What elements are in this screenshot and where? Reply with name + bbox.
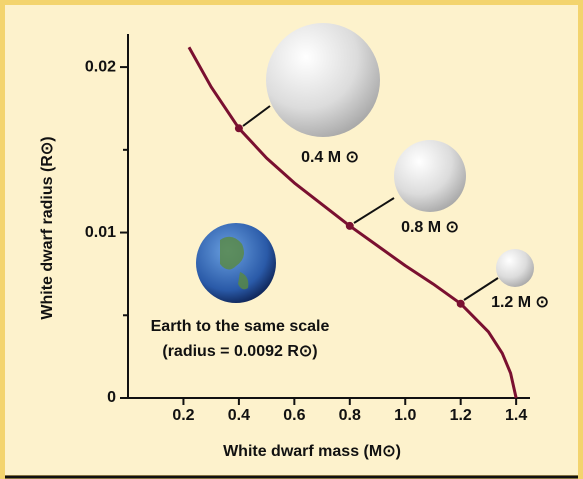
y-tick-label: 0 (107, 389, 116, 406)
point (235, 124, 243, 132)
x-axis-label: White dwarf mass (M⊙) (223, 443, 401, 460)
x-tick-label: 0.2 (172, 407, 194, 424)
chart: White dwarf mass (M⊙) White dwarf radius… (0, 0, 583, 479)
point-label: 0.8 M ⊙ (401, 219, 459, 236)
sphere-08 (394, 140, 466, 212)
sphere-12 (496, 249, 534, 287)
sphere-04 (266, 23, 380, 137)
y-tick-label: 0.01 (85, 224, 116, 241)
x-tick-label: 1.4 (505, 407, 527, 424)
x-tick-label: 0.8 (339, 407, 361, 424)
point-label: 1.2 M ⊙ (491, 294, 549, 311)
x-tick-label: 0.6 (283, 407, 305, 424)
x-tick-label: 0.4 (228, 407, 250, 424)
annotation: (radius = 0.0092 R⊙) (162, 343, 317, 360)
point (457, 300, 465, 308)
point-label: 0.4 M ⊙ (301, 149, 359, 166)
point (346, 222, 354, 230)
x-tick-label: 1.2 (450, 407, 472, 424)
y-tick-label: 0.02 (85, 58, 116, 75)
x-tick-label: 1.0 (394, 407, 416, 424)
y-axis-label: White dwarf radius (R⊙) (39, 136, 56, 319)
annotation: Earth to the same scale (151, 318, 330, 335)
